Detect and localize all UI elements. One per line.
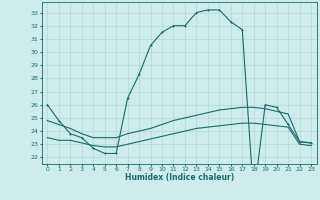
X-axis label: Humidex (Indice chaleur): Humidex (Indice chaleur) xyxy=(124,173,234,182)
